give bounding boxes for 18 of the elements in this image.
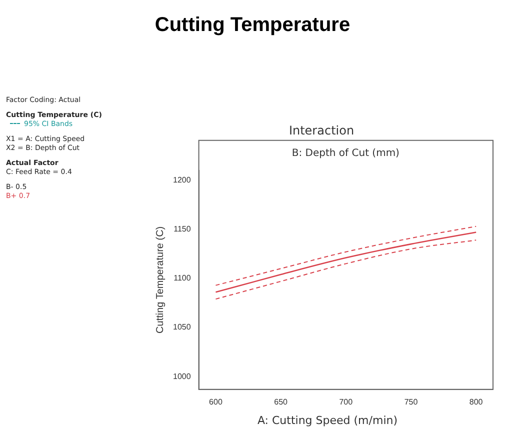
y-tick-label: 1150 <box>174 224 192 234</box>
y-tick-label: 1100 <box>174 274 192 283</box>
x-tick-label: 800 <box>469 397 484 406</box>
line-series <box>215 240 477 300</box>
line-series <box>215 226 477 286</box>
y-axis-title: Cutting Temperature (C) <box>154 226 166 334</box>
line-series <box>215 232 477 293</box>
legend-title: B: Depth of Cut (mm) <box>292 148 400 160</box>
chart-title: Cutting Temperature <box>154 14 352 37</box>
x-tick-label: 750 <box>404 397 418 406</box>
x-tick-label: 600 <box>209 397 223 406</box>
y-tick-label: 1200 <box>173 175 192 184</box>
x-tick-label: 650 <box>274 397 288 406</box>
x-axis-title: A: Cutting Speed (m/min) <box>256 414 399 427</box>
x-tick-label: 700 <box>339 397 354 406</box>
y-tick-label: 1050 <box>173 322 192 332</box>
chart-subtitle: Interaction <box>288 123 354 138</box>
y-tick-label: 1000 <box>173 372 192 381</box>
